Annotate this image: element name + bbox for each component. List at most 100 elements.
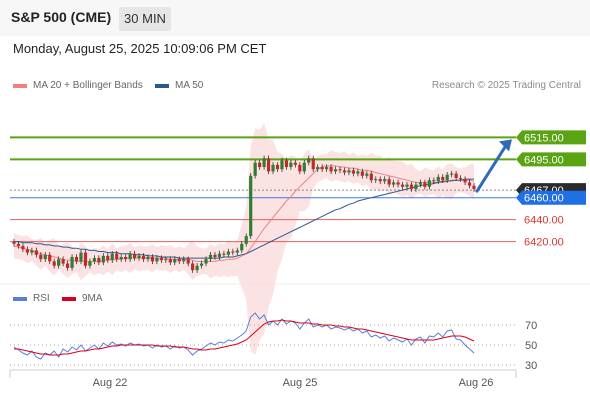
ma50-line: [14, 178, 474, 259]
candle-body: [240, 243, 244, 251]
candle-body: [52, 261, 56, 266]
candle-body: [235, 250, 239, 253]
candle-body: [365, 173, 369, 176]
candle-body: [39, 254, 43, 260]
candle-body: [208, 254, 213, 260]
price-tag-6495-bg: [516, 152, 586, 167]
chart-credit: Research © 2025 Trading Central: [431, 80, 581, 91]
candle-body: [61, 259, 65, 264]
x-tick-label: Aug 25: [283, 377, 318, 389]
candle-body: [423, 182, 427, 187]
forecast-arrow-shaft: [475, 143, 508, 193]
candle-body: [383, 179, 387, 182]
candle-body: [168, 259, 172, 263]
candle-body: [347, 170, 351, 173]
candle-body: [298, 164, 302, 172]
candle-body: [289, 162, 293, 168]
candle-body: [222, 253, 226, 255]
candle-body: [191, 263, 195, 271]
candle-body: [311, 158, 315, 170]
candle-body: [204, 259, 208, 264]
candle-body: [150, 256, 155, 262]
candle-body: [30, 250, 34, 253]
candle-body: [226, 251, 230, 255]
candle-body: [97, 258, 101, 263]
price-tag-6495: 6495.00: [524, 154, 564, 166]
candle-body: [195, 265, 199, 271]
candle-body: [110, 253, 114, 261]
candle-body: [124, 256, 128, 260]
candle-body: [374, 179, 378, 181]
candle-body: [65, 263, 70, 268]
x-tick-label: Aug 22: [93, 377, 128, 389]
candle-body: [338, 169, 342, 171]
candle-body: [387, 179, 391, 185]
rsi-legend-label: RSI: [33, 293, 50, 304]
candle-body: [88, 261, 92, 266]
candle-body: [164, 259, 168, 261]
chart-header: S&P 500 (CME) 30 MIN: [0, 0, 590, 36]
candle-body: [217, 253, 222, 257]
candle-body: [409, 184, 414, 189]
ma50-legend-swatch: [155, 84, 169, 88]
price-tag-6460: 6460.00: [524, 193, 564, 205]
candle-body: [293, 162, 297, 165]
candle-body: [302, 162, 306, 172]
candle-body: [400, 184, 405, 187]
instrument-title: S&P 500 (CME): [11, 9, 112, 25]
candle-body: [146, 256, 150, 260]
candle-body: [137, 255, 141, 259]
candle-body: [266, 158, 271, 172]
candle-body: [320, 167, 324, 170]
candle-body: [418, 182, 423, 185]
candle-body: [83, 252, 88, 266]
candle-body: [432, 180, 436, 182]
candle-body: [351, 170, 356, 174]
candle-body: [445, 174, 449, 181]
bollinger-band-area: [14, 123, 474, 355]
price-tag-6515-bg: [516, 130, 586, 145]
candle-body: [405, 184, 409, 187]
candle-body: [463, 179, 467, 183]
candle-body: [155, 258, 159, 262]
candle-body: [325, 167, 329, 170]
candle-body: [342, 170, 347, 173]
candle-body: [271, 164, 275, 172]
candle-body: [258, 162, 262, 168]
forecast-arrow-head: [499, 139, 512, 152]
price-tag-6460-bg: [516, 190, 586, 205]
x-tick-label: Aug 26: [459, 377, 494, 389]
candle-body: [177, 259, 181, 262]
candle-body: [280, 160, 284, 170]
candle-body: [92, 258, 96, 262]
candle-body: [182, 259, 186, 262]
candle-body: [316, 167, 320, 170]
candle-body: [213, 254, 217, 257]
candle-body: [173, 259, 177, 263]
candle-body: [16, 243, 21, 246]
timeframe-button[interactable]: 30 MIN: [119, 7, 171, 31]
candle-body: [249, 175, 253, 237]
candle-body: [427, 180, 431, 187]
candle-body: [450, 173, 454, 175]
rsi-line: [13, 312, 475, 360]
candle-body: [186, 259, 190, 264]
bollinger-legend-swatch: [13, 84, 27, 88]
ma50-legend-label: MA 50: [175, 80, 204, 91]
rsi-tick-label: 70: [525, 320, 537, 332]
candle-body: [244, 236, 248, 244]
rsi-tick-label: 30: [525, 360, 537, 372]
candle-body: [48, 254, 52, 262]
candle-body: [106, 255, 110, 261]
price-tag-6440: 6440.00: [524, 215, 564, 227]
candle-body: [369, 173, 373, 181]
candle-body: [333, 169, 338, 172]
timestamp: Monday, August 25, 2025 10:09:06 PM CET: [13, 41, 267, 56]
candle-body: [378, 179, 382, 182]
candle-body: [284, 160, 289, 168]
candle-body: [12, 241, 16, 244]
9ma-legend-swatch: [62, 297, 76, 301]
candle-body: [360, 171, 364, 176]
candle-body: [74, 256, 79, 262]
